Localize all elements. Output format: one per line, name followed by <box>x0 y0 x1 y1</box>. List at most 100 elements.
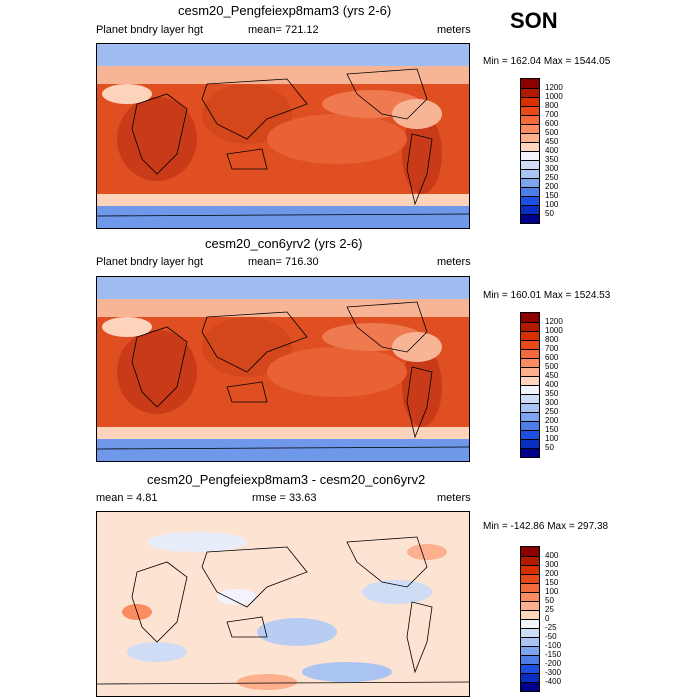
colorbar-tick-label: 200 <box>545 182 559 191</box>
panel-1-variable-label: Planet bndry layer hgt <box>96 24 204 36</box>
colorbar-segment <box>521 79 539 88</box>
colorbar-segment <box>521 619 539 628</box>
colorbar-segment <box>521 592 539 601</box>
panel-3-rmse-label: rmse = 33.63 <box>252 492 317 504</box>
colorbar-segment <box>521 313 539 322</box>
colorbar-tick-label: 25 <box>545 605 554 614</box>
colorbar-tick-label: -25 <box>545 623 557 632</box>
colorbar-segment <box>521 421 539 430</box>
colorbar-segment <box>521 196 539 205</box>
colorbar-tick-label: 800 <box>545 335 559 344</box>
colorbar-segment <box>521 673 539 682</box>
panel-2-colorbar: 1200 1000 800 700 600 500 450 400 350 300 250 200 15… <box>520 312 563 458</box>
colorbar-tick-label: 400 <box>545 380 559 389</box>
panel-1-map <box>96 43 470 229</box>
colorbar-tick-label: 50 <box>545 209 554 218</box>
colorbar-segment <box>521 124 539 133</box>
colorbar-tick-label: -50 <box>545 632 557 641</box>
panel-3-minmax: Min = -142.86 Max = 297.38 <box>483 521 609 532</box>
colorbar-segment <box>521 115 539 124</box>
colorbar-segment <box>521 628 539 637</box>
colorbar-tick-label: 600 <box>545 353 559 362</box>
colorbar-tick-label: 50 <box>545 443 554 452</box>
colorbar-tick-label: 350 <box>545 155 559 164</box>
colorbar-tick-label: 300 <box>545 560 559 569</box>
panel-2-map <box>96 276 470 462</box>
colorbar-tick-label: 1000 <box>545 326 563 335</box>
colorbar-segment <box>521 637 539 646</box>
panel-1-units-label: meters <box>437 24 471 36</box>
colorbar-tick-label: 400 <box>545 551 559 560</box>
colorbar-segment <box>521 340 539 349</box>
colorbar-tick-label: -300 <box>545 668 562 677</box>
panel-2-map-field <box>97 277 469 461</box>
colorbar-segment <box>521 682 539 691</box>
colorbar-tick-label: 0 <box>545 614 550 623</box>
panel-3-title: cesm20_Pengfeiexp8mam3 - cesm20_con6yrv2 <box>147 472 426 487</box>
colorbar-segment <box>521 160 539 169</box>
colorbar-segment <box>521 349 539 358</box>
colorbar-segment <box>521 565 539 574</box>
colorbar-tick-label: 1200 <box>545 83 563 92</box>
colorbar-segment <box>521 448 539 457</box>
colorbar-tick-label: 300 <box>545 398 559 407</box>
colorbar-tick-label: 600 <box>545 119 559 128</box>
colorbar-segment <box>521 178 539 187</box>
colorbar-tick-label: -400 <box>545 677 562 686</box>
panel-1-colorbar: 1200 1000 800 700 600 500 450 400 350 300 250 200 15… <box>520 78 563 224</box>
panel-1-minmax: Min = 162.04 Max = 1544.05 <box>483 56 611 67</box>
panel-3-map-field <box>97 512 469 696</box>
colorbar-tick-label: 450 <box>545 371 559 380</box>
panel-1-map-field <box>97 44 469 228</box>
colorbar-segment <box>521 205 539 214</box>
colorbar-tick-label: 250 <box>545 173 559 182</box>
colorbar-segment <box>521 376 539 385</box>
colorbar-segment <box>521 97 539 106</box>
colorbar-tick-label: -200 <box>545 659 562 668</box>
colorbar-tick-label: 50 <box>545 596 554 605</box>
colorbar-tick-label: 100 <box>545 200 559 209</box>
colorbar-segment <box>521 187 539 196</box>
panel-2-units-label: meters <box>437 256 471 268</box>
colorbar-segment <box>521 151 539 160</box>
colorbar-segment <box>521 556 539 565</box>
colorbar-tick-label: 500 <box>545 362 559 371</box>
colorbar-segment <box>521 664 539 673</box>
colorbar-tick-label: 200 <box>545 416 559 425</box>
colorbar-tick-label: 150 <box>545 578 559 587</box>
colorbar-segment <box>521 412 539 421</box>
panel-2-title: cesm20_con6yrv2 (yrs 2-6) <box>205 236 363 251</box>
colorbar-segment <box>521 358 539 367</box>
colorbar-segment <box>521 646 539 655</box>
colorbar-segment <box>521 601 539 610</box>
colorbar-segment <box>521 547 539 556</box>
colorbar-segment <box>521 394 539 403</box>
panel-2-mean-label: mean= 716.30 <box>248 256 319 268</box>
colorbar-tick-label: 400 <box>545 146 559 155</box>
colorbar-tick-label: 100 <box>545 434 559 443</box>
panel-2-minmax: Min = 160.01 Max = 1524.53 <box>483 290 611 301</box>
colorbar-tick-label: 150 <box>545 425 559 434</box>
colorbar-tick-label: 800 <box>545 101 559 110</box>
panel-1-title: cesm20_Pengfeiexp8mam3 (yrs 2-6) <box>178 3 392 18</box>
colorbar-tick-label: 450 <box>545 137 559 146</box>
colorbar-tick-label: -100 <box>545 641 562 650</box>
colorbar-segment <box>521 106 539 115</box>
colorbar-tick-label: 500 <box>545 128 559 137</box>
colorbar-segment <box>521 583 539 592</box>
colorbar-segment <box>521 169 539 178</box>
panel-3-map <box>96 511 470 697</box>
colorbar-segment <box>521 385 539 394</box>
panel-3-colorbar: 400 300 200 150 100 50 25 0 -25 -50 -100 -150 -200 -3… <box>520 546 561 692</box>
colorbar-segment <box>521 367 539 376</box>
colorbar-tick-label: 1000 <box>545 92 563 101</box>
colorbar-tick-label: 300 <box>545 164 559 173</box>
colorbar-segment <box>521 88 539 97</box>
colorbar-tick-label: 700 <box>545 344 559 353</box>
panel-2-variable-label: Planet bndry layer hgt <box>96 256 204 268</box>
colorbar-tick-label: 250 <box>545 407 559 416</box>
season-label: SON <box>510 8 558 33</box>
colorbar-segment <box>521 610 539 619</box>
colorbar-segment <box>521 322 539 331</box>
colorbar-tick-label: 1200 <box>545 317 563 326</box>
